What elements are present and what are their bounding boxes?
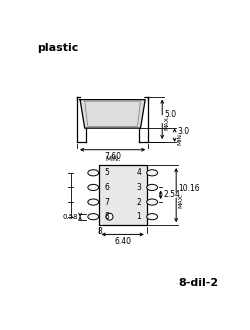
Text: 10.16: 10.16 bbox=[178, 184, 200, 193]
Ellipse shape bbox=[147, 214, 158, 220]
Text: 0.58: 0.58 bbox=[62, 214, 78, 220]
Text: 3: 3 bbox=[136, 183, 141, 192]
Text: 2: 2 bbox=[136, 198, 141, 207]
Polygon shape bbox=[80, 100, 145, 128]
Ellipse shape bbox=[88, 199, 99, 205]
Ellipse shape bbox=[88, 184, 99, 190]
Text: 7.60: 7.60 bbox=[104, 152, 121, 161]
Text: plastic: plastic bbox=[38, 44, 79, 53]
Text: 7: 7 bbox=[104, 198, 109, 207]
Text: 4: 4 bbox=[136, 168, 141, 177]
Bar bbox=[99, 165, 147, 225]
Text: 8-dil-2: 8-dil-2 bbox=[179, 278, 219, 287]
Text: 2.54: 2.54 bbox=[163, 190, 180, 199]
Text: 5.0: 5.0 bbox=[164, 110, 177, 119]
Text: 1: 1 bbox=[136, 212, 141, 221]
Text: MAX.: MAX. bbox=[164, 115, 170, 130]
Ellipse shape bbox=[147, 184, 158, 190]
Text: 3.0: 3.0 bbox=[177, 127, 189, 137]
Text: 5: 5 bbox=[104, 168, 109, 177]
Ellipse shape bbox=[147, 199, 158, 205]
Text: MAX.: MAX. bbox=[178, 192, 184, 208]
Circle shape bbox=[106, 213, 113, 220]
Ellipse shape bbox=[88, 214, 99, 220]
Text: 8: 8 bbox=[104, 212, 109, 221]
Text: MIN.: MIN. bbox=[105, 156, 120, 162]
Ellipse shape bbox=[88, 170, 99, 176]
Ellipse shape bbox=[147, 170, 158, 176]
Text: 6.40: 6.40 bbox=[114, 237, 131, 246]
Text: 8: 8 bbox=[98, 227, 102, 237]
Text: 6: 6 bbox=[104, 183, 109, 192]
Text: MIN.: MIN. bbox=[177, 131, 182, 145]
